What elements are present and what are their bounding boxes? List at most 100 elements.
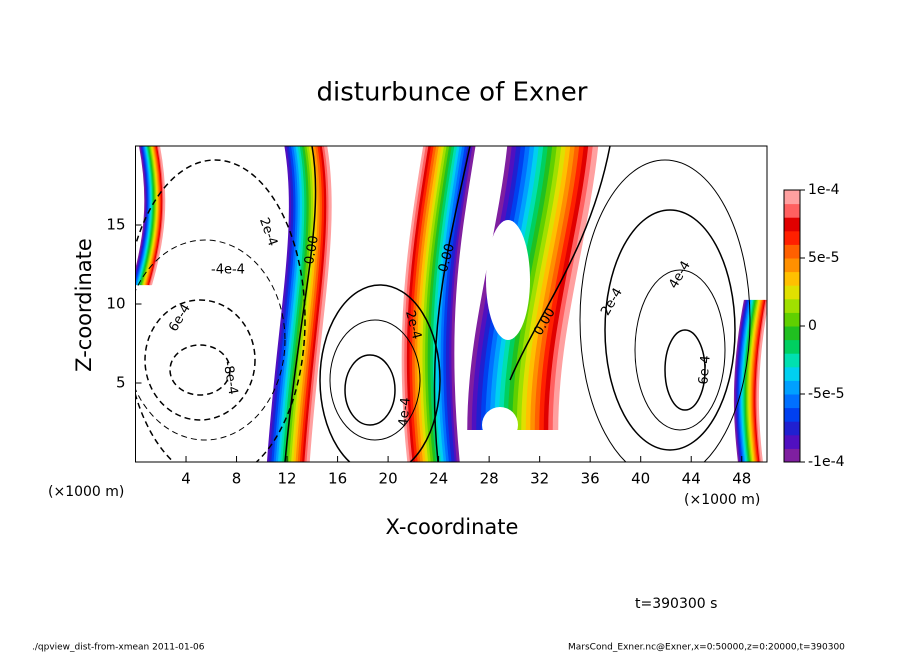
x-tick-label: 24: [429, 470, 448, 488]
colorbar-band: [784, 380, 800, 395]
filled-band: [449, 146, 474, 462]
filled-band: [304, 146, 330, 462]
colorbar-band: [784, 394, 800, 409]
filled-band: [742, 299, 755, 462]
filled-band: [438, 146, 464, 462]
colorbar-tick-label: 0: [808, 318, 817, 334]
y-tick-label: 15: [106, 216, 125, 234]
filled-band: [297, 146, 323, 462]
colorbar-tick-label: -1e-4: [808, 454, 845, 470]
colorbar-band: [784, 434, 800, 449]
filled-band: [751, 299, 765, 462]
y-unit: (×1000 m): [48, 484, 124, 500]
colorbar-band: [784, 190, 800, 205]
filled-band: [427, 146, 453, 462]
colorbar-band: [784, 244, 800, 259]
colorbar-band: [784, 285, 800, 300]
x-tick-label: 12: [278, 470, 297, 488]
x-tick-label: 4: [181, 470, 191, 488]
field: [135, 145, 768, 463]
filled-band: [280, 146, 306, 462]
contour-label: -8e-4: [220, 360, 241, 396]
x-tick-label: 44: [682, 470, 701, 488]
filled-band: [753, 299, 766, 462]
filled-band: [409, 146, 435, 462]
x-tick-label: 48: [732, 470, 751, 488]
filled-band: [432, 146, 458, 462]
filled-band: [269, 146, 295, 462]
filled-band: [749, 299, 762, 462]
filled-band: [451, 146, 476, 462]
filled-band: [286, 146, 312, 462]
x-tick-label: 40: [631, 470, 650, 488]
colorbar-band: [784, 217, 800, 232]
y-axis-label: Z-coordinate: [72, 238, 96, 372]
filled-band: [299, 146, 326, 462]
x-tick-label: 32: [530, 470, 549, 488]
filled-band: [273, 146, 299, 462]
filled-band: [275, 146, 301, 462]
filled-band: [750, 299, 763, 462]
filled-band: [414, 146, 440, 462]
filled-band: [530, 146, 576, 431]
filled-band: [739, 299, 753, 462]
contour-label: 0.00: [302, 234, 322, 265]
filled-band: [745, 299, 759, 462]
filled-band: [266, 146, 293, 462]
filled-band: [756, 299, 767, 462]
footer-right: MarsCond_Exner.nc@Exner,x=0:50000,z=0:20…: [568, 643, 845, 653]
colorbar-band: [784, 407, 800, 422]
filled-band: [291, 146, 317, 462]
filled-band: [754, 299, 767, 462]
filled-band: [534, 146, 581, 431]
contour-label: 2e-4: [402, 309, 424, 341]
x-unit: (×1000 m): [684, 492, 760, 508]
filled-band: [443, 146, 469, 462]
x-tick-label: 20: [379, 470, 398, 488]
colorbar-band: [784, 421, 800, 436]
filled-band: [552, 146, 599, 431]
filled-band: [521, 146, 567, 431]
time-label: t=390300 s: [635, 596, 717, 612]
filled-band: [277, 146, 304, 462]
x-axis-label: X-coordinate: [386, 515, 519, 539]
colorbar-band: [784, 312, 800, 327]
x-tick-label: 28: [480, 470, 499, 488]
colorbar-band: [784, 448, 800, 463]
filled-band: [736, 299, 749, 462]
contour-label: 6e-4: [696, 355, 713, 385]
filled-band: [755, 299, 767, 462]
filled-band: [748, 299, 761, 462]
colorbar-band: [784, 258, 800, 273]
filled-band: [306, 146, 332, 462]
colorbar-band: [784, 298, 800, 313]
filled-band: [419, 146, 445, 462]
contour-lines: [135, 146, 751, 462]
filled-band: [747, 299, 760, 462]
filled-band: [447, 146, 472, 462]
contour-label: 0.00: [436, 242, 458, 274]
filled-band: [744, 299, 757, 462]
colorbar-band: [784, 326, 800, 341]
filled-band: [516, 146, 563, 431]
x-tick-label: 36: [581, 470, 600, 488]
colorbar-band: [784, 339, 800, 354]
filled-band: [735, 299, 748, 462]
colorbar-band: [784, 366, 800, 381]
filled-band: [525, 146, 572, 431]
contour-label: -4e-4: [211, 263, 245, 278]
filled-band: [302, 146, 328, 462]
field-patch: [482, 407, 518, 443]
filled-band: [543, 146, 590, 431]
colorbar-band: [784, 353, 800, 368]
x-tick-label: 16: [328, 470, 347, 488]
filled-band: [435, 146, 461, 462]
footer-left: ./qpview_dist-from-xmean 2011-01-06: [32, 643, 205, 653]
filled-band: [548, 146, 594, 431]
chart-title: disturbunce of Exner: [317, 78, 588, 108]
colorbar-tick-label: 1e-4: [808, 182, 840, 198]
filled-band: [738, 299, 751, 462]
filled-band: [733, 299, 747, 462]
colorbar-band: [784, 203, 800, 218]
